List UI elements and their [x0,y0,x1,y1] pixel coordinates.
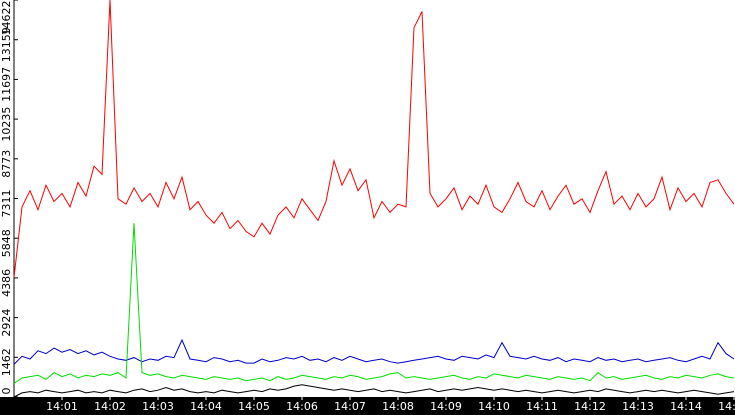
y-tick-label: 8773 [0,150,13,178]
x-tick-label: 14:08 [382,400,414,413]
y-tick-label: 14622 [0,1,13,36]
x-axis-band [0,397,735,415]
y-tick-label: 0 [0,388,13,395]
y-tick-label: 2924 [0,309,13,337]
series-line [13,223,735,384]
y-tick-label: 11697 [0,67,13,102]
y-tick-label: 5848 [0,229,13,257]
x-tick-label: 14:06 [286,400,318,413]
x-tick-label: 14:07 [334,400,366,413]
x-tick-label: 14:01 [46,400,78,413]
x-tick-label: 14:10 [478,400,510,413]
x-tick-label: 14:04 [190,400,222,413]
y-tick-label: 13159 [0,27,13,62]
series-line [13,384,735,398]
y-tick-label: 1462 [0,348,13,376]
x-tick-label: 14:05 [238,400,270,413]
x-tick-label: 14:11 [526,400,558,413]
series-line [13,338,735,365]
x-tick-label: 14:14 [670,400,702,413]
y-tick-label: 7311 [0,190,13,218]
x-tick-label: 14:09 [430,400,462,413]
series-line [13,0,735,278]
x-tick-label: 14:12 [574,400,606,413]
x-tick-label: 14:02 [94,400,126,413]
x-tick-label: 14:13 [622,400,654,413]
x-tick-label: 14:03 [142,400,174,413]
y-tick-label: 10235 [0,107,13,142]
x-tick-label: 14:15 [718,400,735,413]
y-tick-label: 4386 [0,269,13,297]
